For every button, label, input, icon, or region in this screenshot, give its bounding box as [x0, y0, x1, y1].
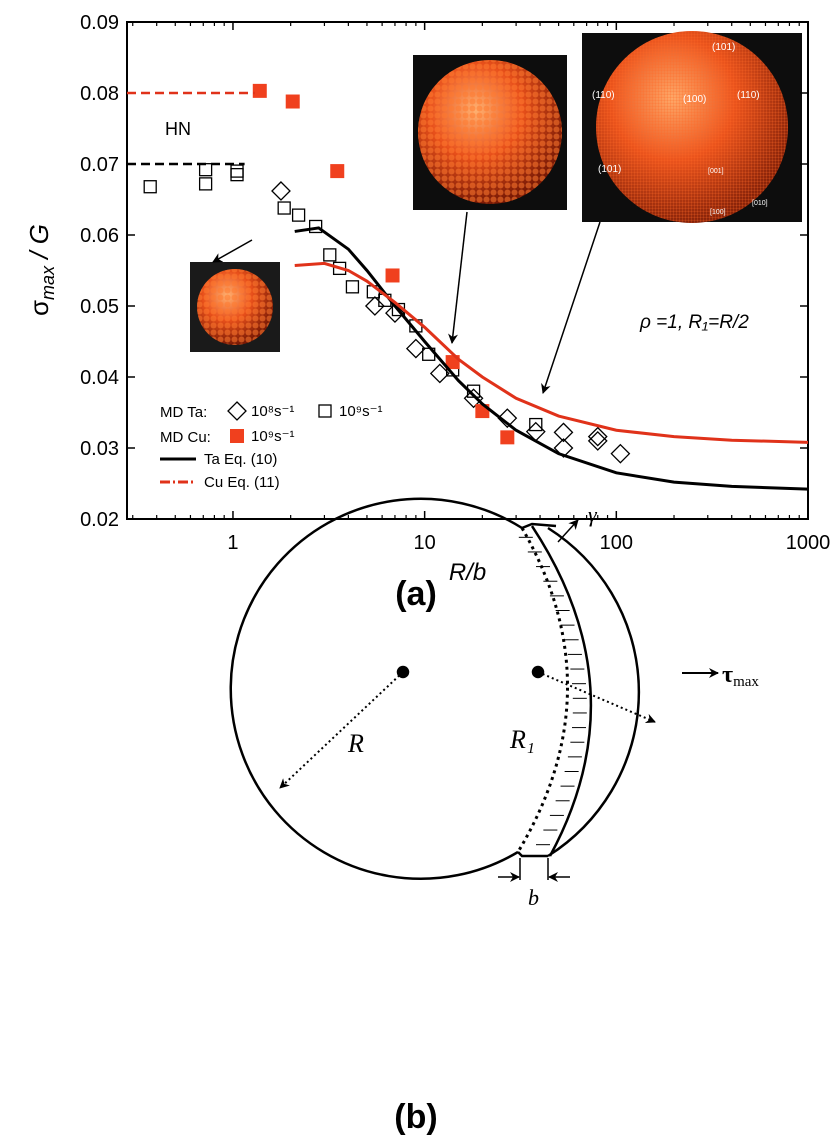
legend-swatch [228, 402, 246, 420]
notch-top [522, 524, 556, 528]
tau-label: τmax [722, 662, 759, 690]
x-tick-label: 1000 [786, 532, 831, 554]
legend-label: 10⁹s⁻¹ [339, 403, 383, 420]
square-marker [530, 419, 542, 431]
legend-group: MD Ta: [160, 404, 207, 421]
square-marker [278, 202, 290, 214]
filled-square-marker [500, 430, 514, 444]
notch-bottom [518, 852, 548, 856]
y-tick-label: 0.03 [80, 438, 119, 460]
diagram [231, 499, 718, 880]
y-tick-label: 0.08 [80, 83, 119, 105]
filled-square-marker [330, 164, 344, 178]
y-tick-label: 0.05 [80, 296, 119, 318]
x-tick-label: 100 [600, 532, 633, 554]
curve [295, 228, 808, 489]
legend-label: Cu Eq. (11) [204, 474, 280, 491]
filled-square-marker [286, 95, 300, 109]
legend-swatch [319, 405, 331, 417]
filled-square-marker [253, 84, 267, 98]
inset-sphere-small [413, 55, 567, 210]
gamma-arrow [558, 520, 578, 542]
square-marker [231, 165, 243, 177]
inset-label: [100] [710, 209, 726, 216]
y-axis-label: σmax / G [24, 224, 58, 316]
y-tick-label: 0.04 [80, 367, 119, 389]
square-marker [200, 178, 212, 190]
inset-label: (110) [592, 90, 615, 101]
legend-swatch [230, 429, 244, 443]
legend-label: 10⁸s⁻¹ [251, 403, 294, 420]
inset-label: [001] [708, 168, 724, 175]
x-axis-label: R/b [449, 559, 486, 586]
panel-label: (a) [395, 575, 437, 613]
inset-label: (101) [598, 164, 621, 175]
square-marker [200, 164, 212, 176]
radius-arrow [280, 672, 403, 788]
inset-label: (101) [712, 42, 735, 53]
diamond-marker [272, 182, 290, 200]
legend-group: MD Cu: [160, 429, 211, 446]
square-marker [310, 220, 322, 232]
filled-square-marker [386, 268, 400, 282]
figure: (101) (110) (100) (110) (101) [001] [100] [010]… [0, 0, 833, 1144]
x-tick-label: 10 [414, 532, 436, 554]
inset-label: (110) [737, 90, 760, 101]
y-tick-label: 0.06 [80, 225, 119, 247]
y-tick-label: 0.02 [80, 509, 119, 531]
y-label-rest: / G [24, 224, 54, 266]
slip-surface [532, 526, 591, 856]
y-label-symbol: σ [24, 300, 54, 316]
y-tick-label: 0.07 [80, 154, 119, 176]
square-marker [324, 249, 336, 261]
annotation: HN [165, 119, 191, 139]
tau-subscript: max [733, 674, 759, 690]
gamma-label: γ [588, 502, 598, 527]
inset-label: [010] [752, 200, 768, 207]
left-circle [231, 499, 522, 879]
diamond-marker [611, 445, 629, 463]
annotation: ρ =1, R₁=R/2 [639, 312, 749, 333]
legend-label: 10⁹s⁻¹ [251, 428, 295, 445]
legend-label: Ta Eq. (10) [204, 451, 277, 468]
square-marker [144, 181, 156, 193]
square-marker [293, 209, 305, 221]
square-marker [231, 169, 243, 181]
r1-label: R₁ [509, 725, 535, 754]
hatch [519, 537, 587, 844]
y-tick-label: 0.09 [80, 12, 119, 34]
panel-label: (b) [394, 1098, 437, 1136]
page: (101) (110) (100) (110) (101) [001] [100] [010]… [0, 0, 833, 1144]
b-label: b [528, 885, 539, 910]
tau-symbol: τ [722, 662, 733, 688]
inset-cluster [190, 262, 280, 352]
x-tick-label: 1 [227, 532, 238, 554]
inset-label: (100) [683, 94, 706, 105]
inset-sphere-large: (101) (110) (100) (110) (101) [001] [100] [010] [582, 31, 802, 223]
square-marker [346, 281, 358, 293]
r-label: R [347, 729, 364, 758]
y-label-subscript: max [38, 265, 58, 300]
